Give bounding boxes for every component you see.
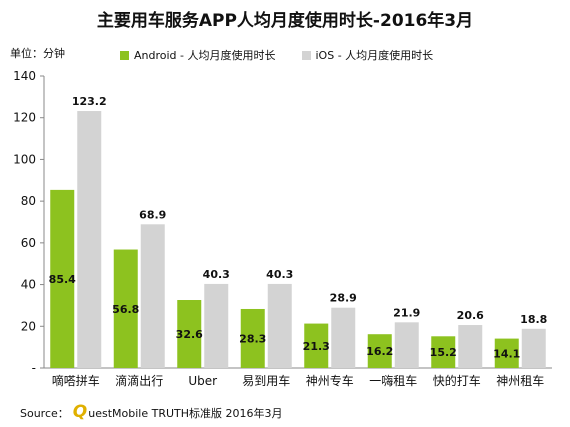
data-label-android: 15.2 [430,346,457,359]
data-label-android: 16.2 [366,345,393,358]
data-label-android: 21.3 [303,340,330,353]
source-label: Source： [20,407,69,420]
data-label-ios: 21.9 [393,306,420,319]
legend-item-ios: iOS - 人均月度使用时长 [301,47,434,63]
data-label-ios: 123.2 [72,95,107,108]
x-category-label: 滴滴出行 [115,373,163,388]
y-tick-label: 20 [21,319,36,333]
x-category-label: 神州租车 [496,373,544,388]
legend-swatch-android [120,50,129,60]
data-label-android: 85.4 [49,273,76,286]
bar-ios [458,325,483,368]
data-label-android: 28.3 [239,332,266,345]
y-tick-label: 140 [13,69,36,83]
source-text: uestMobile TRUTH标准版 2016年3月 [88,407,283,420]
x-category-label: 易到用车 [242,373,290,388]
bar-android [240,308,265,368]
source-note: Source： Q uestMobile TRUTH标准版 2016年3月 [20,402,283,422]
x-category-label: 嘀嗒拼车 [52,373,100,388]
x-category-label: Uber [188,374,217,388]
y-tick-label: 80 [21,194,36,208]
bar-android [50,189,75,368]
bar-ios [140,224,165,368]
bar-android [113,249,138,368]
y-tick-label: - [32,361,36,375]
legend-label-android: Android - 人均月度使用时长 [134,49,276,62]
questmobile-logo-letter: Q [72,402,88,422]
x-category-label: 快的打车 [433,373,481,388]
bar-android [367,334,392,368]
x-category-label: 一嗨租车 [369,373,417,388]
legend: Android - 人均月度使用时长 iOS - 人均月度使用时长 [120,47,459,63]
legend-swatch-ios [301,50,311,60]
data-label-ios: 40.3 [203,268,230,281]
data-label-ios: 18.8 [520,313,547,326]
data-label-ios: 20.6 [457,309,484,322]
chart-title: 主要用车服务APP人均月度使用时长-2016年3月 [96,11,474,31]
data-label-android: 56.8 [112,303,139,316]
bar-ios [394,322,419,368]
bar-android [304,323,329,368]
y-tick-label: 60 [21,236,36,250]
unit-label: 单位：分钟 [10,47,65,60]
bar-android [494,338,519,368]
data-label-android: 14.1 [493,347,520,360]
y-tick-label: 120 [13,111,36,125]
y-tick-label: 100 [13,152,36,166]
legend-label-ios: iOS - 人均月度使用时长 [315,49,434,62]
legend-item-android: Android - 人均月度使用时长 [120,47,276,63]
bar-ios [521,328,546,368]
bar-ios [331,307,356,368]
data-label-android: 32.6 [176,328,203,341]
x-category-label: 神州专车 [306,373,354,388]
bar-android [177,300,202,368]
y-tick-label: 40 [21,278,36,292]
bar-ios [77,111,102,368]
data-label-ios: 40.3 [266,268,293,281]
data-label-ios: 68.9 [139,208,166,221]
data-label-ios: 28.9 [330,292,357,305]
bar-android [431,336,456,368]
bar-ios [267,283,292,368]
bar-ios [204,283,229,368]
